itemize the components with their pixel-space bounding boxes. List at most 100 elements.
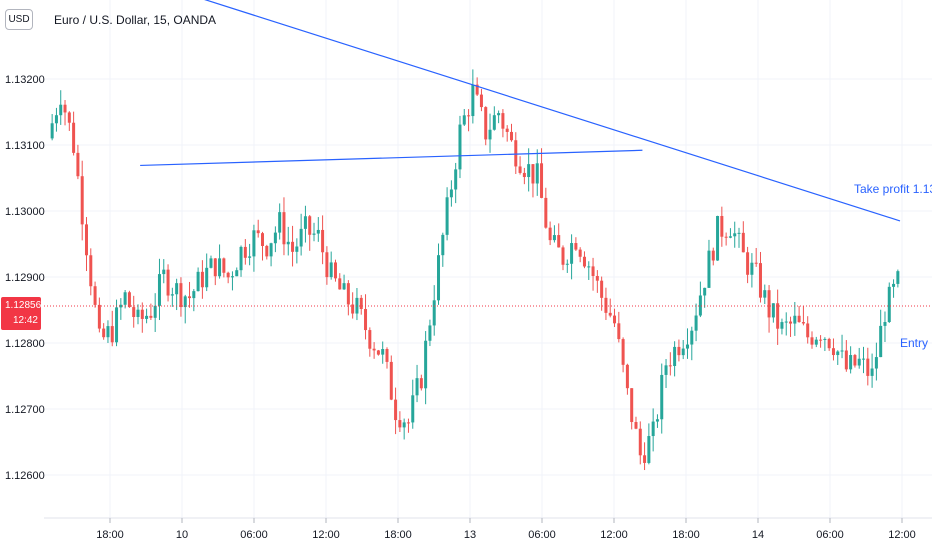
candle-body: [115, 307, 119, 343]
candle-body: [892, 283, 896, 287]
candle-body: [76, 152, 80, 177]
currency-badge[interactable]: USD: [5, 9, 33, 30]
candle-body: [84, 224, 88, 256]
candle-body: [741, 232, 745, 253]
candle-body: [286, 241, 290, 245]
time-tick: 12:00: [312, 529, 340, 541]
candle-body: [600, 280, 604, 298]
candle-body: [243, 246, 247, 258]
candle-body: [376, 350, 380, 355]
candle-body: [402, 422, 406, 428]
candle-body: [655, 419, 659, 422]
candle-body: [582, 256, 586, 267]
candle-body: [467, 115, 471, 117]
candle-body: [479, 94, 483, 108]
candle-body: [411, 395, 415, 423]
candle-body: [531, 164, 535, 184]
price-tick: 1.12800: [5, 338, 45, 350]
candle-body: [578, 249, 582, 257]
candle-body: [406, 422, 410, 424]
candle-body: [608, 312, 612, 316]
price-tick: 1.13100: [5, 140, 45, 152]
time-tick: 06:00: [528, 529, 556, 541]
candle-body: [235, 270, 239, 277]
candle-body: [127, 292, 131, 308]
candle-body: [879, 325, 883, 358]
candle-body: [230, 276, 234, 278]
candle-body: [338, 278, 342, 290]
candle-body: [844, 350, 848, 370]
candle-body: [50, 123, 54, 139]
time-tick: 18:00: [672, 529, 700, 541]
candle-body: [346, 283, 350, 305]
candle-body: [299, 228, 303, 247]
candle-body: [613, 315, 617, 324]
candle-body: [677, 346, 681, 356]
candle-body: [535, 163, 539, 184]
candle-body: [827, 338, 831, 349]
candle-body: [866, 358, 870, 376]
candle-body: [222, 258, 226, 273]
candle-body: [119, 304, 123, 308]
candle-body: [565, 263, 569, 265]
trendline[interactable]: [140, 149, 643, 167]
entry-label[interactable]: Entry p: [900, 336, 932, 350]
candle-body: [428, 325, 432, 341]
candle-body: [806, 323, 810, 338]
candle-body: [316, 229, 320, 234]
candle-body: [226, 272, 230, 278]
candle-body: [333, 262, 337, 279]
candle-body: [145, 315, 149, 319]
candle-body: [441, 234, 445, 256]
candle-body: [123, 292, 127, 305]
candle-body: [651, 421, 655, 437]
candle-body: [205, 267, 209, 288]
candle-body: [724, 236, 728, 238]
price-tick: 1.12900: [5, 272, 45, 284]
candle-body: [252, 230, 256, 257]
candle-body: [630, 388, 634, 423]
candle-body: [153, 305, 157, 318]
candle-body: [801, 322, 805, 324]
candle-body: [488, 129, 492, 140]
candle-body: [733, 233, 737, 237]
take-profit-label[interactable]: Take profit 1.13: [854, 182, 932, 196]
trendline[interactable]: [50, 0, 901, 222]
candle-body: [157, 274, 161, 306]
candle-body: [368, 330, 372, 349]
candle-body: [758, 263, 762, 298]
candle-body: [132, 307, 136, 318]
candle-body: [372, 348, 376, 351]
candle-body: [248, 256, 252, 258]
candle-body: [501, 113, 505, 129]
candle-body: [836, 351, 840, 356]
current-price-value: 1.12856: [5, 300, 42, 311]
candle-body: [604, 297, 608, 313]
candle-body: [634, 422, 638, 429]
candle-body: [711, 250, 715, 261]
candle-body: [728, 236, 732, 238]
candle-body: [67, 112, 71, 123]
candle-body: [595, 275, 599, 281]
candle-body: [617, 323, 621, 340]
candle-body: [325, 252, 329, 278]
candle-body: [514, 140, 518, 167]
candle-body: [162, 269, 166, 275]
candle-body: [643, 455, 647, 463]
candle-body: [557, 235, 561, 248]
candle-body: [188, 296, 192, 299]
candle-body: [54, 115, 58, 124]
candle-body: [492, 115, 496, 130]
candle-body: [831, 348, 835, 356]
candle-body: [685, 344, 690, 349]
candle-body: [449, 189, 453, 198]
candle-body: [870, 368, 874, 376]
candle-body: [780, 322, 784, 329]
price-axis: 1.13200 1.13100 1.13000 1.12900 1.12800 1.127…: [5, 74, 45, 482]
candle-body: [329, 262, 333, 278]
time-axis: 18:00 10 06:00 12:00 18:00 13 06:00 12:00 18:00 1…: [96, 518, 916, 541]
candle-body: [664, 365, 668, 375]
candle-body: [97, 304, 101, 329]
candle-body: [527, 164, 531, 178]
